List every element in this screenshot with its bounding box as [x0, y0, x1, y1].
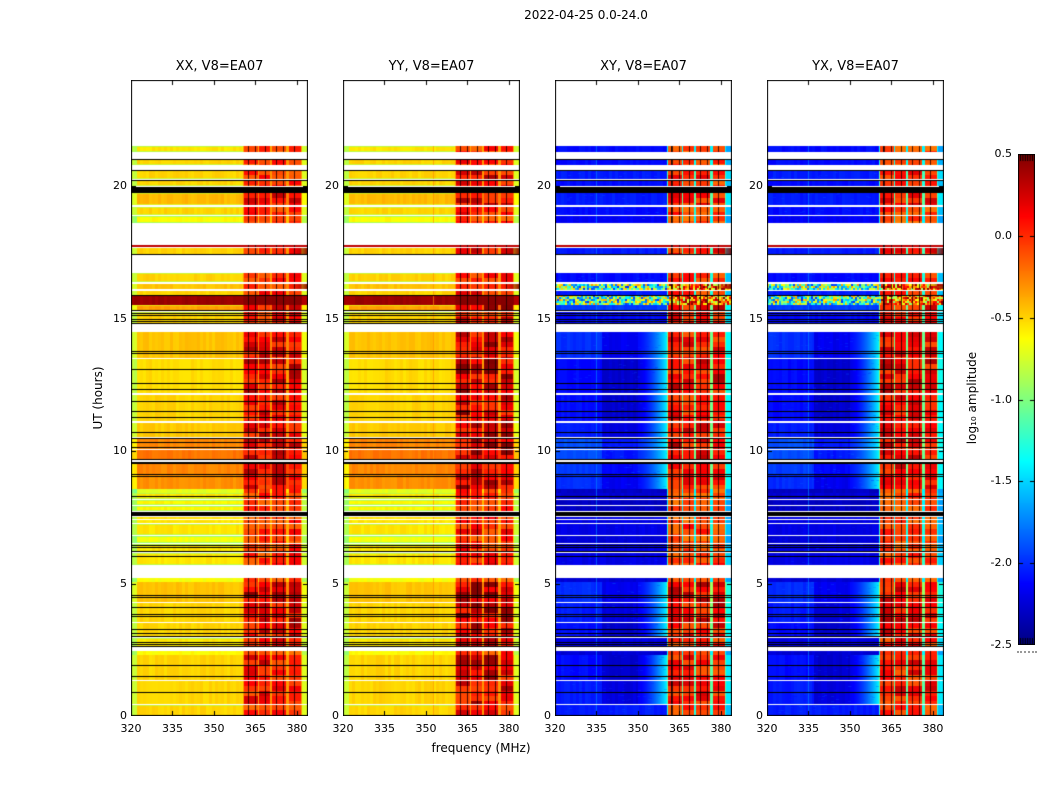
x-tick-label: 380: [710, 722, 732, 735]
panel-title-yx: YX, V8=EA07: [812, 59, 899, 74]
y-tick-label: 15: [325, 311, 339, 325]
y-tick-label: 20: [537, 179, 551, 192]
y-tick-label: 0: [120, 709, 127, 722]
y-tick-label: 20: [113, 179, 127, 192]
y-tick-label: 0: [332, 709, 339, 722]
x-tick-label: 350: [415, 722, 437, 735]
x-tick-label: 335: [585, 722, 607, 735]
x-tick-label: 335: [161, 722, 183, 735]
panel-title-xx: XX, V8=EA07: [175, 59, 264, 74]
x-tick-label: 335: [797, 722, 819, 735]
x-tick-label: 380: [286, 722, 308, 735]
y-tick-label: 10: [325, 444, 339, 457]
heatmap-panel-xx: [131, 80, 308, 716]
x-tick-label: 365: [244, 722, 266, 735]
x-tick-label: 320: [544, 722, 566, 735]
colorbar: [1018, 154, 1035, 645]
y-tick-label: 5: [332, 576, 339, 590]
x-tick-label: 365: [668, 722, 690, 735]
panel-title-xy: XY, V8=EA07: [600, 59, 687, 74]
panel-title-yy: YY, V8=EA07: [388, 59, 475, 74]
heatmap-panel-xy: [555, 80, 732, 716]
y-tick-label: 20: [749, 179, 763, 192]
x-tick-label: 335: [373, 722, 395, 735]
y-tick-label: 15: [749, 311, 763, 325]
x-tick-label: 350: [627, 722, 649, 735]
x-tick-label: 365: [456, 722, 478, 735]
colorbar-underflow-dots: [1017, 648, 1037, 653]
y-tick-label: 5: [120, 576, 127, 590]
x-tick-label: 320: [332, 722, 354, 735]
x-tick-label: 380: [498, 722, 520, 735]
y-tick-label: 5: [544, 576, 551, 590]
colorbar-tick-label: -2.5: [990, 638, 1012, 651]
x-tick-label: 320: [756, 722, 778, 735]
y-tick-label: 10: [537, 444, 551, 457]
colorbar-tick-label: 0.5: [994, 147, 1013, 160]
y-tick-label: 0: [756, 709, 763, 722]
colorbar-tick-label: 0.0: [994, 228, 1013, 242]
colorbar-tick-label: -1.0: [990, 392, 1012, 406]
y-tick-label: 5: [756, 576, 763, 590]
x-tick-label: 350: [839, 722, 861, 735]
x-tick-label: 350: [203, 722, 225, 735]
colorbar-tick-label: -1.5: [990, 474, 1012, 488]
y-tick-label: 15: [537, 311, 551, 325]
x-tick-label: 320: [120, 722, 142, 735]
y-tick-label: 15: [113, 311, 127, 325]
colorbar-tick-label: -0.5: [990, 310, 1012, 324]
x-tick-label: 365: [880, 722, 902, 735]
y-tick-label: 0: [544, 709, 551, 722]
x-axis-label: frequency (MHz): [431, 741, 531, 755]
colorbar-tick-label: -2.0: [990, 556, 1012, 570]
heatmap-panel-yx: [767, 80, 944, 716]
y-tick-label: 10: [113, 444, 127, 457]
x-tick-label: 380: [922, 722, 944, 735]
y-tick-label: 10: [749, 444, 763, 457]
heatmap-panel-yy: [343, 80, 520, 716]
figure-title: 2022-04-25 0.0-24.0: [524, 8, 648, 22]
y-tick-label: 20: [325, 179, 339, 192]
